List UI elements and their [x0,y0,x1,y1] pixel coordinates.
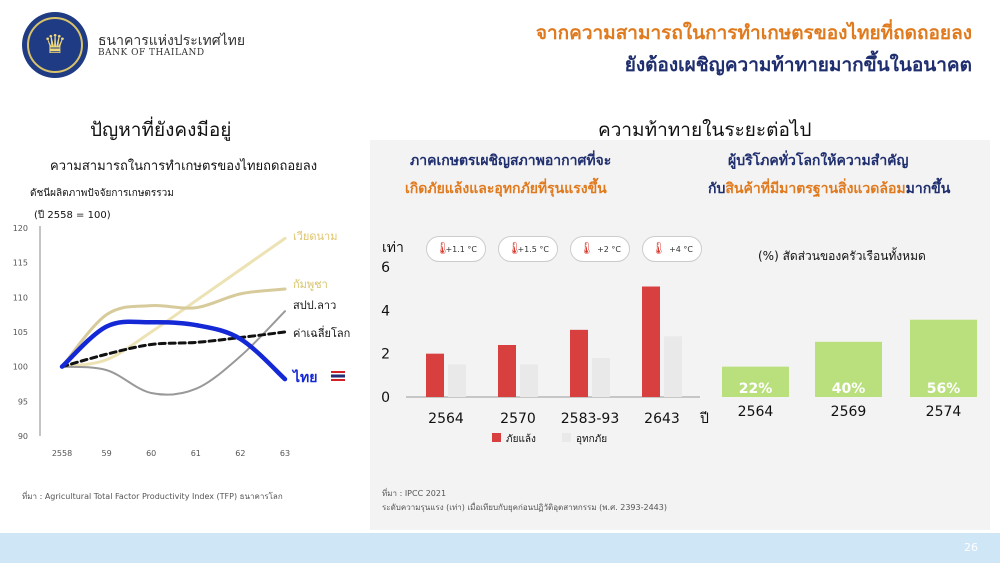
temp-badge-label: +2 °C [597,244,621,254]
legend-swatch-flood [562,433,571,442]
bar-flood [448,364,466,397]
line-chart-x-tick: 59 [102,449,112,458]
line-chart-y-tick: 100 [13,363,28,372]
panel1-title-line1: ภาคเกษตรเผชิญสภาพอากาศที่จะ [410,153,612,169]
bar-chart-x-tick: 2570 [500,411,536,427]
bank-logo: ♛ [22,12,88,78]
climate-bar-chart: เท่า ปี 0 2 4 6 2564 2570 2583-93 2643 ภัยแล้ง… [381,240,709,445]
line-chart-subtitle: (ปี 2558 = 100) [34,209,111,221]
line-chart-x-tick: 62 [235,449,245,458]
panel2-title-accent: สินค้าที่มีมาตรฐานสิ่งแวดล้อม [725,181,906,197]
line-chart-y-tick: 110 [13,293,28,302]
thermometer-up-icon: 🌡 [507,241,523,255]
legend-label-flood: อุทกภัย [576,434,607,445]
temp-badge: 🌡 +1.1 °C [426,236,486,262]
panel2-title-line2: กับสินค้าที่มีมาตรฐานสิ่งแวดล้อมมากขึ้น [708,178,950,200]
bar-chart-x-tick: 2564 [428,411,464,427]
page-number: 26 [964,541,978,554]
legend-label-drought: ภัยแล้ง [506,433,536,445]
bar-drought [498,345,516,397]
temp-badge-label: +4 °C [669,244,693,254]
line-chart-x-tick: 2558 [52,449,72,458]
bar-data-label: 40% [832,381,866,397]
bank-of-thailand-seal-icon: ♛ [27,17,83,73]
bar-green-standard [722,366,789,397]
thermometer-up-icon: 🌡 [651,241,667,255]
panel2-title-post: มากขึ้น [905,181,951,197]
temp-badge-label: +1.1 °C [445,244,477,254]
bar-chart-x-unit: ปี [700,411,709,427]
temp-badge-label: +1.5 °C [517,244,549,254]
thermometer-up-icon: 🌡 [579,241,595,255]
left-subheading: ความสามารถในการทำเกษตรของไทยถดถอยลง [50,159,318,174]
bar-chart-y-unit: เท่า [382,240,404,256]
line-chart-x-tick: 61 [191,449,201,458]
right-heading: ความท้าทายในระยะต่อไป [598,119,812,141]
thailand-flag-red-bottom [331,379,345,381]
right-source-detail: ระดับความรุนแรง (เท่า) เมื่อเทียบกับยุคก… [382,503,667,512]
line-chart-x-tick: 63 [280,449,290,458]
line-chart-y-tick: 95 [18,397,28,406]
bar-chart-y-tick: 0 [381,390,390,406]
series-label-thailand: ไทย [291,368,317,386]
series-line-cambodia [60,287,287,369]
temp-badge: 🌡 +1.5 °C [498,236,558,262]
green-chart-x-tick: 2564 [738,404,774,420]
line-chart-x-tick: 60 [146,449,156,458]
thermometer-up-icon: 🌡 [435,241,451,255]
line-chart-y-tick: 90 [18,432,28,441]
slide-title-line2: ยังต้องเผชิญความท้าทายมากขึ้นในอนาคต [624,54,972,76]
bar-data-label: 22% [739,381,773,397]
temp-badge: 🌡 +2 °C [570,236,630,262]
line-chart-y-tick: 105 [13,328,28,337]
bar-green-standard [815,341,882,397]
temp-badge: 🌡 +4 °C [642,236,702,262]
bar-drought [642,286,660,397]
series-line-thailand [59,319,288,382]
line-chart-title: ดัชนีผลิตภาพปัจจัยการเกษตรรวม [30,187,174,199]
series-label-laos: สปป.ลาว [293,299,336,312]
panel1-title-line2: เกิดภัยแล้งและอุทกภัยที่รุนแรงขึ้น [405,181,607,197]
left-heading: ปัญหาที่ยังคงมีอยู่ [90,119,232,141]
footer-bar [0,533,1000,563]
series-label-world-average: ค่าเฉลี่ยโลก [293,325,350,340]
line-chart-y-tick: 115 [13,259,28,268]
bar-chart-x-tick: 2583-93 [561,411,620,427]
right-panel-background [370,140,990,530]
legend-swatch-drought [492,433,501,442]
right-source-note: ที่มา : IPCC 2021 [382,489,447,498]
bar-data-label: 56% [927,381,961,397]
series-line-world-average [60,330,287,369]
bar-chart-y-tick: 6 [381,260,390,276]
bar-green-standard [910,319,977,397]
bar-flood [592,358,610,397]
thailand-flag-red-top [331,371,345,373]
thailand-flag-blue [331,374,345,378]
bar-chart-x-tick: 2643 [644,411,680,427]
bank-name-thai: ธนาคารแห่งประเทศไทย [98,33,246,49]
bar-flood [520,364,538,397]
bar-chart-y-tick: 4 [381,303,390,319]
tfp-line-chart: ดัชนีผลิตภาพปัจจัยการเกษตรรวม (ปี 2558 =… [13,187,351,458]
line-chart-y-tick: 120 [13,224,28,233]
bar-chart-y-tick: 2 [381,347,390,363]
green-chart-x-tick: 2569 [831,404,867,420]
green-chart-title: (%) สัดส่วนของครัวเรือนทั้งหมด [758,247,926,263]
bank-name-english: BANK OF THAILAND [98,48,205,58]
green-chart-x-tick: 2574 [926,404,962,420]
bar-drought [426,353,444,397]
bar-drought [570,329,588,397]
series-label-vietnam: เวียดนาม [293,230,337,243]
series-line-vietnam [60,236,287,369]
consumer-bar-chart: (%) สัดส่วนของครัวเรือนทั้งหมด 22% 40% 56%… [722,247,977,420]
panel2-title-line1: ผู้บริโภคทั่วโลกให้ความสำคัญ [728,153,909,169]
slide-title-line1: จากความสามารถในการทำเกษตรของไทยที่ถดถอยล… [535,22,972,44]
panel2-title-pre: กับ [708,181,726,197]
bar-flood [664,336,682,397]
series-label-cambodia: กัมพูชา [293,278,328,291]
left-source-note: ที่มา : Agricultural Total Factor Produc… [22,492,283,501]
series-line-laos [61,310,286,396]
